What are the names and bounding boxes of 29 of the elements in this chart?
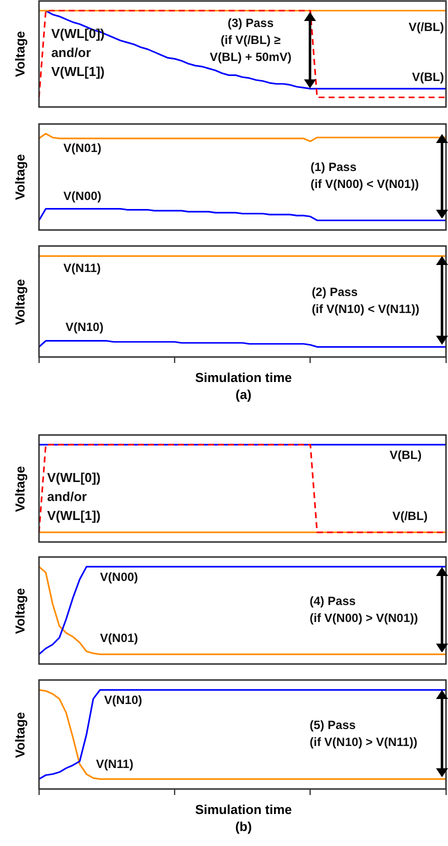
series-label: V(BL) (390, 446, 422, 464)
y-axis-title: Voltage (12, 154, 28, 200)
series-label: V(WL[0]) and/or V(WL[1]) (51, 25, 105, 82)
text: (a) (234, 387, 252, 402)
series-label: V(N10) (65, 319, 104, 336)
series-label: V(N00) (100, 568, 138, 586)
annotation: (4) Pass (if V(N00) > V(N01)) (310, 593, 418, 628)
x-axis-title: Simulation time (194, 802, 293, 817)
annotation: (2) Pass (if V(N10) < V(N11)) (312, 284, 420, 318)
text: (b) (234, 819, 253, 834)
annotation: (1) Pass (if V(N00) < V(N01)) (310, 158, 419, 193)
series-label: V(N10) (104, 692, 142, 709)
annotation: (3) Pass (if V(/BL) ≥ V(BL) + 50mV) (210, 14, 292, 66)
y-axis-title: Voltage (12, 588, 28, 634)
series-label: V(BL) (412, 68, 444, 86)
series-label: V(/BL) (392, 508, 428, 525)
series-label: V(N11) (96, 756, 134, 774)
y-axis-title: Voltage (12, 712, 28, 758)
series-label: V(N01) (63, 140, 102, 157)
x-axis-title: Simulation time (194, 370, 293, 385)
y-axis-title: Voltage (12, 466, 28, 512)
annotation: (5) Pass (if V(N10) > V(N11)) (310, 717, 418, 752)
y-axis-title: Voltage (12, 278, 28, 324)
series-label: V(/BL) (408, 19, 444, 36)
series-label: V(N11) (63, 260, 101, 278)
series-label: V(N00) (63, 188, 102, 205)
series-label: V(N01) (100, 630, 138, 647)
series-label: V(WL[0]) and/or V(WL[1]) (47, 469, 101, 526)
y-axis-title: Voltage (12, 31, 28, 77)
